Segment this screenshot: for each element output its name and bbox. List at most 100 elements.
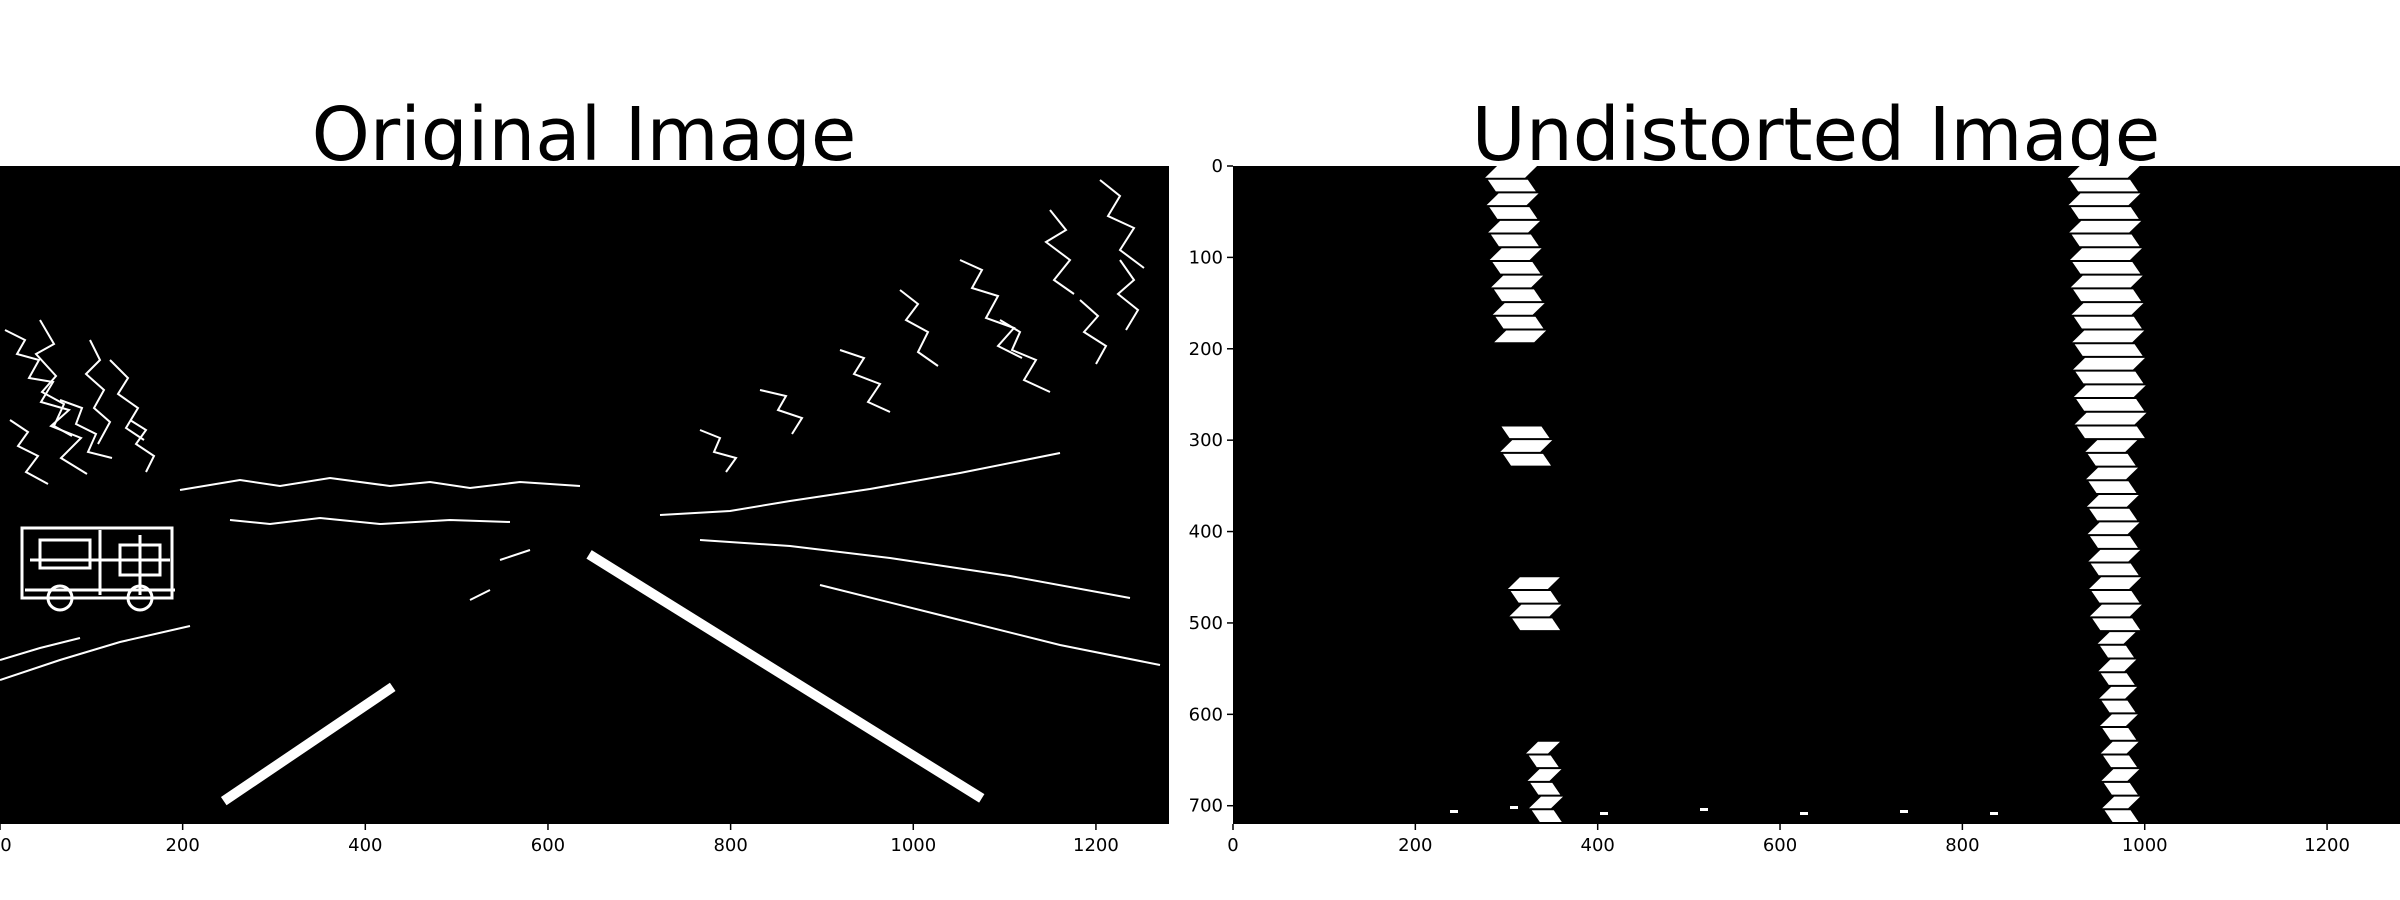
right-x-tick-label: 200 [1398,835,1432,856]
lane-pixel-segment [1528,755,1559,768]
right-panel-title: Undistorted Image [1472,92,2161,178]
left-x-tick-label: 600 [531,835,565,856]
lane-pixel-segment [2099,714,2138,727]
lane-pixel-segment [1485,166,1538,178]
lane-pixel-segment [1507,577,1560,589]
lane-pixel-segment [2091,590,2140,603]
right-x-axis: 0 200 400 600 800 1000 1200 [1227,824,2350,856]
lane-pixel-segment [1530,782,1561,795]
lane-pixel-segment [1493,289,1542,302]
right-y-tick-label: 200 [1189,339,1223,360]
lane-pixel-segment [2086,467,2139,480]
lane-pixel-segment [2088,481,2137,493]
lane-pixel-segment [1527,769,1562,781]
lane-pixel-segment [2087,522,2140,535]
lane-pixel-segment [2070,275,2143,288]
left-x-tick-label: 1200 [1073,835,1119,856]
lane-pixel-segment [2085,440,2138,452]
left-x-tick-label: 200 [165,835,199,856]
lane-pixel-segment [2076,399,2145,411]
lane-pixel-segment [1488,220,1541,233]
lane-pixel-segment [2102,728,2137,740]
right-x-tick-label: 0 [1227,835,1238,856]
lane-pixel-segment [1509,604,1562,617]
lane-pixel-segment [2070,207,2139,219]
lane-pixel-segment [2088,549,2141,562]
lane-pixel-segment [2101,700,2136,713]
lane-pixel-segment [2089,508,2138,521]
left-vegetation-left [4,319,156,485]
left-image-content [0,179,1161,806]
right-y-tick-label: 500 [1189,613,1223,634]
right-x-tick-label: 1000 [2122,835,2168,856]
lane-pixel-segment [2097,632,2136,644]
lane-pixel-segment [2100,741,2139,754]
right-y-tick-label: 600 [1189,704,1223,725]
noise-speck [1990,812,1998,815]
right-x-tick-label: 400 [1581,835,1615,856]
lane-pixel-segment [1503,453,1552,466]
noise-speck [1900,810,1908,813]
lane-pixel-segment [2072,261,2141,274]
lane-pixel-segment [1491,275,1544,288]
left-lane-line-left [220,682,396,806]
lane-pixel-segment [2092,618,2141,631]
noise-speck [1700,808,1708,811]
lane-pixel-segment [2073,289,2142,302]
lane-pixel-segment [2070,179,2139,192]
lane-pixel-segment [2104,810,2139,822]
lane-pixel-segment [1494,330,1547,343]
right-y-axis: 0 100 200 300 400 500 600 700 [1189,156,1233,817]
lane-pixel-segment [2071,234,2140,247]
lane-pixel-segment [2076,426,2145,439]
lane-pixel-segment [2073,316,2142,329]
lane-pixel-segment [1531,810,1562,822]
lane-pixel-segment [2100,673,2135,685]
right-y-tick-label: 300 [1189,430,1223,451]
right-y-tick-label: 0 [1212,156,1223,177]
left-x-tick-label: 1000 [890,835,936,856]
right-bottom-noise [1450,806,1998,815]
lane-pixel-segment [1500,440,1553,452]
lane-pixel-segment [2099,645,2134,658]
lane-pixel-segment [2086,495,2139,507]
lane-pixel-segment [1512,618,1561,631]
left-image-background [0,166,1169,824]
left-panel-title: Original Image [312,92,857,178]
lane-pixel-segment [1489,207,1538,219]
lane-pixel-segment [1492,261,1541,274]
lane-pixel-segment [2087,453,2136,466]
lane-pixel-segment [2073,357,2146,370]
lane-pixel-segment [2074,344,2143,356]
lane-pixel-segment [2071,303,2144,315]
lane-pixel-segment [2089,604,2142,617]
lane-pixel-segment [2098,659,2137,672]
lane-pixel-segment [1489,248,1542,260]
lane-pixel-segment [2099,686,2138,699]
right-y-tick-label: 400 [1189,522,1223,543]
lane-pixel-segment [1529,796,1564,809]
right-y-tick-label: 700 [1189,796,1223,817]
left-lane-line-right [586,550,985,803]
left-vehicle [20,526,175,612]
left-x-tick-label: 800 [713,835,747,856]
right-image-background [1233,166,2400,824]
right-y-tick-label: 100 [1189,247,1223,268]
left-x-tick-label: 0 [0,835,11,856]
lane-pixel-segment [2068,193,2141,206]
right-x-tick-label: 1200 [2304,835,2350,856]
left-roadside-noise [0,452,1161,681]
right-lane-right [2067,166,2147,822]
lane-pixel-segment [2073,385,2146,398]
lane-pixel-segment [2103,755,2138,768]
lane-pixel-segment [2067,166,2140,178]
lane-pixel-segment [2090,563,2139,576]
noise-speck [1510,806,1518,809]
lane-pixel-segment [1487,179,1536,192]
lane-pixel-segment [1501,426,1550,439]
left-vegetation-right [699,179,1145,473]
lane-pixel-segment [1490,234,1539,247]
lane-pixel-segment [1510,590,1559,603]
lane-pixel-segment [2102,796,2141,809]
